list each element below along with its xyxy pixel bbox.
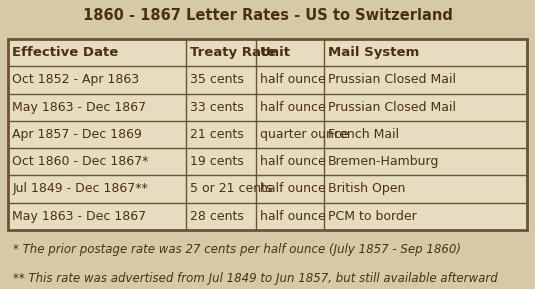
Bar (8, 39, 527, 230)
Text: 33 cents: 33 cents (190, 101, 244, 114)
Text: Prussian Closed Mail: Prussian Closed Mail (328, 101, 456, 114)
Text: half ounce: half ounce (260, 182, 326, 195)
Text: Treaty Rate: Treaty Rate (190, 46, 277, 59)
Text: half ounce: half ounce (260, 155, 326, 168)
Text: Oct 1860 - Dec 1867*: Oct 1860 - Dec 1867* (12, 155, 149, 168)
Text: 19 cents: 19 cents (190, 155, 244, 168)
Text: ** This rate was advertised from Jul 1849 to Jun 1857, but still available after: ** This rate was advertised from Jul 184… (13, 272, 498, 284)
Text: Apr 1857 - Dec 1869: Apr 1857 - Dec 1869 (12, 128, 142, 141)
Text: May 1863 - Dec 1867: May 1863 - Dec 1867 (12, 210, 147, 223)
Text: Prussian Closed Mail: Prussian Closed Mail (328, 73, 456, 86)
Text: Effective Date: Effective Date (12, 46, 119, 59)
Text: 28 cents: 28 cents (190, 210, 244, 223)
Bar (8, 39, 527, 230)
Text: 35 cents: 35 cents (190, 73, 244, 86)
Text: French Mail: French Mail (328, 128, 399, 141)
Text: Oct 1852 - Apr 1863: Oct 1852 - Apr 1863 (12, 73, 140, 86)
Text: British Open: British Open (328, 182, 406, 195)
Text: PCM to border: PCM to border (328, 210, 417, 223)
Text: 5 or 21 cents: 5 or 21 cents (190, 182, 273, 195)
Text: May 1863 - Dec 1867: May 1863 - Dec 1867 (12, 101, 147, 114)
Text: half ounce: half ounce (260, 101, 326, 114)
Text: half ounce: half ounce (260, 210, 326, 223)
Text: Mail System: Mail System (328, 46, 419, 59)
Text: Unit: Unit (260, 46, 291, 59)
Text: Jul 1849 - Dec 1867**: Jul 1849 - Dec 1867** (12, 182, 148, 195)
Text: * The prior postage rate was 27 cents per half ounce (July 1857 - Sep 1860): * The prior postage rate was 27 cents pe… (13, 244, 461, 256)
Text: 1860 - 1867 Letter Rates - US to Switzerland: 1860 - 1867 Letter Rates - US to Switzer… (82, 8, 453, 23)
Text: Bremen-Hamburg: Bremen-Hamburg (328, 155, 439, 168)
Text: half ounce: half ounce (260, 73, 326, 86)
Text: quarter ounce: quarter ounce (260, 128, 349, 141)
Text: 21 cents: 21 cents (190, 128, 244, 141)
